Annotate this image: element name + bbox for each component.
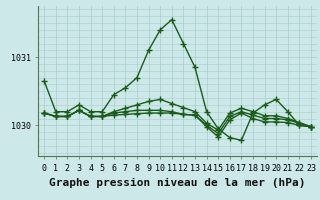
X-axis label: Graphe pression niveau de la mer (hPa): Graphe pression niveau de la mer (hPa) xyxy=(49,178,306,188)
